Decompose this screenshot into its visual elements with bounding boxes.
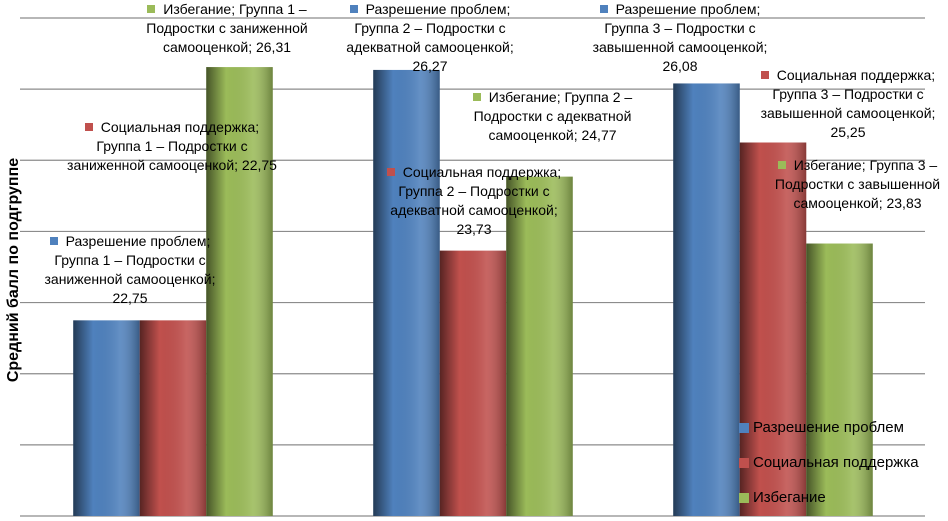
label-marker — [760, 71, 769, 79]
label-marker — [472, 93, 481, 101]
legend-marker — [739, 493, 749, 503]
bar-shading — [73, 320, 140, 516]
bar-shading — [506, 176, 573, 517]
data-label: Избегание; Группа 2 – Подростки с адеква… — [445, 88, 660, 145]
data-label: Избегание; Группа 1 – Подростки с заниже… — [122, 0, 332, 57]
bar-shading — [373, 69, 440, 516]
label-marker — [777, 161, 786, 169]
data-label-text: Социальная поддержка; Группа 2 – Подрост… — [390, 164, 562, 237]
data-label-text: Разрешение проблем; Группа 2 – Подростки… — [346, 1, 514, 74]
label-marker — [349, 5, 358, 13]
data-label-text: Избегание; Группа 3 – Подростки с завыше… — [774, 157, 941, 211]
y-axis-label: Средний балл по подгруппе — [5, 158, 22, 382]
data-label-text: Избегание; Группа 2 – Подростки с адеква… — [473, 89, 633, 143]
label-marker — [386, 168, 395, 176]
label-marker — [599, 5, 608, 13]
bar-shading — [806, 243, 873, 516]
bar-shading — [673, 83, 740, 517]
bar-shading — [206, 67, 273, 517]
data-label: Разрешение проблем; Группа 2 – Подростки… — [330, 0, 530, 76]
data-label-text: Социальная поддержка; Группа 3 – Подрост… — [760, 67, 936, 140]
data-label-text: Разрешение проблем; Группа 3 – Подростки… — [592, 1, 768, 74]
bar-shading — [739, 142, 807, 516]
label-marker — [84, 123, 93, 131]
data-label-text: Социальная поддержка; Группа 1 – Подрост… — [67, 119, 277, 173]
data-label-text: Разрешение проблем; Группа 1 – Подростки… — [44, 233, 216, 306]
data-label: Разрешение проблем; Группа 3 – Подростки… — [580, 0, 780, 76]
label-marker — [49, 237, 58, 245]
bar-shading — [439, 250, 507, 516]
legend-marker — [739, 423, 749, 433]
data-label: Социальная поддержка; Группа 2 – Подрост… — [374, 163, 574, 239]
data-label-text: Избегание; Группа 1 – Подростки с заниже… — [146, 1, 308, 55]
legend-label: Социальная поддержка — [753, 454, 919, 471]
label-marker — [147, 5, 156, 13]
data-label: Избегание; Группа 3 – Подростки с завыше… — [765, 156, 948, 213]
data-label: Социальная поддержка; Группа 1 – Подрост… — [62, 118, 282, 175]
bar-shading — [139, 320, 207, 516]
legend-label: Избегание — [753, 489, 826, 506]
legend-label: Разрешение проблем — [753, 419, 904, 436]
data-label: Разрешение проблем; Группа 1 – Подростки… — [30, 232, 230, 308]
data-label: Социальная поддержка; Группа 3 – Подрост… — [748, 66, 948, 142]
legend-marker — [739, 458, 749, 468]
